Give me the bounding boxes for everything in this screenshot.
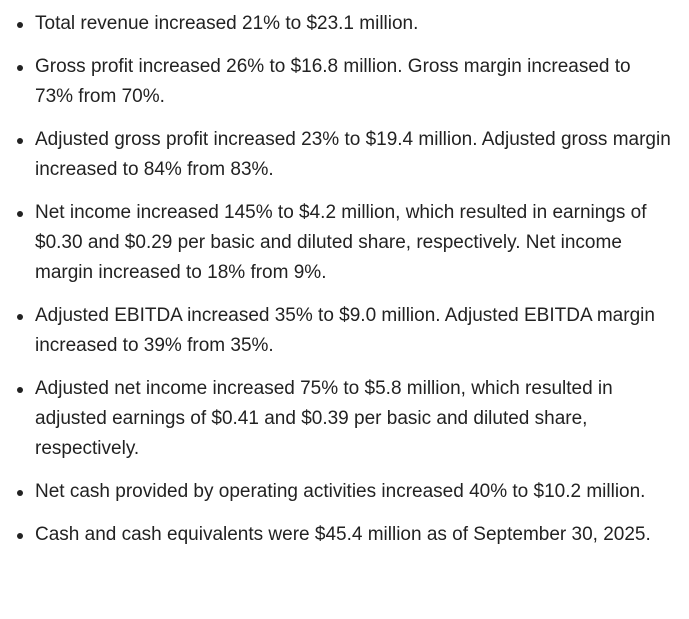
bullet-item: Adjusted EBITDA increased 35% to $9.0 mi… [17,301,671,361]
bullet-item: Net income increased 145% to $4.2 millio… [17,198,671,288]
bullet-list: Total revenue increased 21% to $23.1 mil… [17,9,671,550]
bullet-item: Net cash provided by operating activitie… [17,477,671,507]
bullet-item: Adjusted gross profit increased 23% to $… [17,125,671,185]
bullet-item: Cash and cash equivalents were $45.4 mil… [17,520,671,550]
bullet-item: Adjusted net income increased 75% to $5.… [17,374,671,464]
bullet-item: Gross profit increased 26% to $16.8 mill… [17,52,671,112]
bullet-item: Total revenue increased 21% to $23.1 mil… [17,9,671,39]
